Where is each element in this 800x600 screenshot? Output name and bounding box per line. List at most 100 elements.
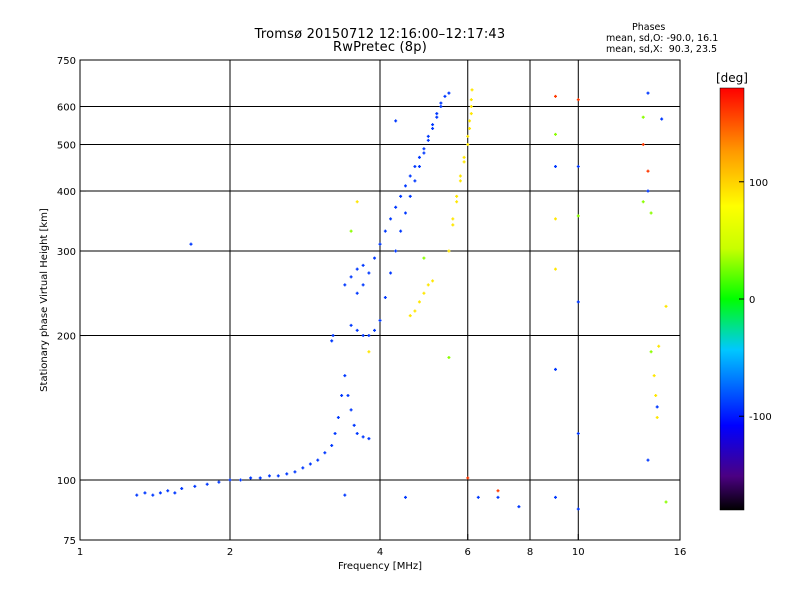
data-point — [217, 480, 221, 484]
data-point — [189, 242, 193, 246]
data-point — [422, 256, 426, 260]
data-point — [646, 91, 650, 95]
data-point — [180, 487, 184, 491]
data-point — [422, 151, 426, 155]
data-point — [553, 132, 557, 136]
data-point — [151, 493, 155, 497]
data-point — [553, 94, 557, 98]
data-point — [361, 283, 365, 287]
data-point — [496, 495, 500, 499]
chart-title: Tromsø 20150712 12:16:00–12:17:43 — [254, 27, 506, 42]
data-point — [413, 164, 417, 168]
x-tick-label: 8 — [527, 547, 533, 558]
data-point — [361, 435, 365, 439]
data-point — [367, 437, 371, 441]
data-point — [316, 458, 320, 462]
data-point — [576, 432, 580, 436]
data-point — [469, 98, 473, 102]
y-axis-label: Stationary phase Virtual Height [km] — [39, 208, 50, 392]
data-point — [349, 229, 353, 233]
data-point — [660, 117, 664, 121]
data-point — [403, 495, 407, 499]
data-point — [258, 476, 262, 480]
data-point — [135, 493, 139, 497]
data-point — [383, 229, 387, 233]
data-point — [389, 217, 393, 221]
data-point — [173, 491, 177, 495]
y-tick-label: 400 — [57, 187, 76, 198]
data-point — [426, 283, 430, 287]
data-point — [383, 296, 387, 300]
data-point — [451, 223, 455, 227]
data-point — [652, 374, 656, 378]
data-point — [336, 415, 340, 419]
data-point — [301, 466, 305, 470]
data-point — [408, 194, 412, 198]
data-point — [466, 476, 470, 480]
data-point — [355, 291, 359, 295]
data-point — [355, 200, 359, 204]
data-point — [455, 194, 459, 198]
data-point — [389, 271, 393, 275]
data-point — [576, 300, 580, 304]
data-point — [657, 344, 661, 348]
data-point — [455, 200, 459, 204]
data-point — [439, 105, 443, 109]
y-tick-label: 500 — [57, 141, 76, 152]
x-tick-label: 10 — [572, 547, 585, 558]
data-point — [403, 184, 407, 188]
data-point — [458, 174, 462, 178]
data-point — [394, 205, 398, 209]
data-point — [469, 105, 473, 109]
data-point — [355, 328, 359, 332]
data-point — [166, 489, 170, 493]
data-point — [553, 495, 557, 499]
data-point — [349, 408, 353, 412]
data-point — [641, 115, 645, 119]
data-point — [451, 217, 455, 221]
x-tick-label: 2 — [227, 547, 233, 558]
data-point — [378, 318, 382, 322]
data-point — [655, 405, 659, 409]
data-point — [431, 126, 435, 130]
data-point — [330, 339, 334, 343]
y-tick-label: 100 — [57, 476, 76, 487]
data-point — [439, 101, 443, 105]
data-point — [447, 355, 451, 359]
data-point — [469, 112, 473, 116]
data-point — [646, 189, 650, 193]
x-tick-label: 1 — [77, 547, 83, 558]
data-point — [323, 451, 327, 455]
data-point — [458, 179, 462, 183]
y-tick-label: 300 — [57, 247, 76, 258]
data-point — [426, 138, 430, 142]
colorbar-label: [deg] — [716, 71, 748, 85]
data-point — [267, 474, 271, 478]
y-tick-label: 600 — [57, 103, 76, 114]
data-point — [641, 143, 645, 147]
data-point — [417, 164, 421, 168]
data-point — [654, 394, 658, 398]
data-point — [403, 211, 407, 215]
data-point — [646, 458, 650, 462]
data-point — [330, 444, 334, 448]
data-point — [413, 309, 417, 313]
data-point — [431, 279, 435, 283]
data-point — [576, 164, 580, 168]
data-point — [285, 472, 289, 476]
data-point — [276, 474, 280, 478]
data-point — [435, 112, 439, 116]
y-tick-label: 200 — [57, 332, 76, 343]
data-point — [343, 374, 347, 378]
data-point — [435, 115, 439, 119]
data-point — [649, 350, 653, 354]
data-point — [447, 91, 451, 95]
data-point — [193, 484, 197, 488]
colorbar-tick-label: -100 — [749, 412, 772, 423]
data-point — [422, 147, 426, 151]
data-point — [466, 134, 470, 138]
data-point — [413, 179, 417, 183]
data-point — [443, 94, 447, 98]
data-point — [517, 505, 521, 509]
data-point — [468, 126, 472, 130]
